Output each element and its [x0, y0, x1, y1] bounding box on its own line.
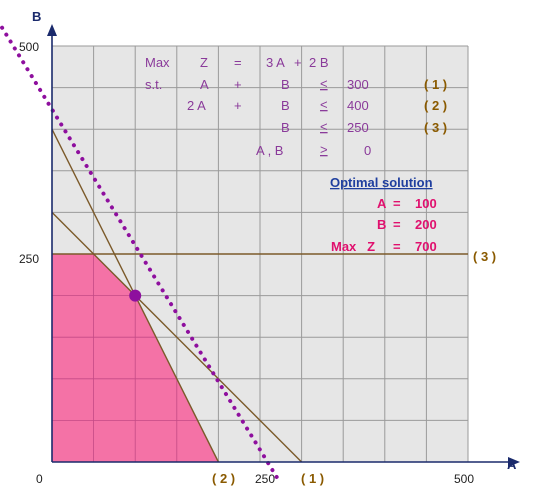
- optimal-point: [129, 289, 142, 302]
- solution-title: Optimal solution: [330, 175, 433, 190]
- model-eq: =: [234, 55, 242, 70]
- model-st: s.t.: [145, 77, 162, 92]
- c2-le: <: [320, 97, 328, 112]
- c1-label: ( 1 ): [424, 77, 447, 92]
- model-z: Z: [200, 55, 208, 70]
- c2-plus: +: [234, 98, 242, 113]
- solution-z-eq: =: [393, 239, 401, 254]
- c3-b: B: [281, 120, 290, 135]
- constraint-label-2-axis: ( 2 ): [212, 471, 235, 486]
- x-axis-arrow: [508, 457, 520, 467]
- model-2b: 2 B: [309, 55, 329, 70]
- grid-over-region: [52, 254, 219, 462]
- constraint-label-1-axis: ( 1 ): [301, 471, 324, 486]
- x-tick-250: 250: [255, 472, 275, 486]
- c3-label: ( 3 ): [424, 120, 447, 135]
- c1-rhs: 300: [347, 77, 369, 92]
- solution-a-label: A: [377, 196, 387, 211]
- y-axis-label: B: [32, 9, 41, 24]
- solution-b-eq: =: [393, 217, 401, 232]
- c1-plus: +: [234, 77, 242, 92]
- model-max: Max: [145, 55, 170, 70]
- y-axis-arrow: [47, 24, 57, 36]
- nonneg-rhs: 0: [364, 143, 371, 158]
- solution-b-value: 200: [415, 217, 437, 232]
- solution-a-eq: =: [393, 196, 401, 211]
- model-3a: 3 A: [266, 55, 285, 70]
- y-tick-250: 250: [19, 252, 39, 266]
- x-tick-500: 500: [454, 472, 474, 486]
- c2-rhs: 400: [347, 98, 369, 113]
- optimal-solution: Optimal solution A = 100 B = 200 Max Z =…: [330, 175, 437, 254]
- objective-line: [0, 25, 279, 479]
- c1-a: A: [200, 77, 209, 92]
- c1-b: B: [281, 77, 290, 92]
- x-axis-label: A: [507, 457, 517, 472]
- origin-tick: 0: [36, 472, 43, 486]
- nonneg-ge: >: [320, 142, 328, 157]
- c1-le: <: [320, 76, 328, 91]
- c2-b: B: [281, 98, 290, 113]
- model-plus: +: [294, 55, 302, 70]
- nonneg-vars: A , B: [256, 143, 283, 158]
- y-tick-500: 500: [19, 40, 39, 54]
- c3-rhs: 250: [347, 120, 369, 135]
- c2-label: ( 2 ): [424, 98, 447, 113]
- model-formulation: Max Z = 3 A + 2 B s.t. A + B < 300 ( 1 )…: [145, 55, 447, 158]
- constraint-label-3-right: ( 3 ): [473, 249, 496, 264]
- solution-b-label: B: [377, 217, 386, 232]
- solution-a-value: 100: [415, 196, 437, 211]
- solution-z-value: 700: [415, 239, 437, 254]
- c3-le: <: [320, 119, 328, 134]
- c2-2a: 2 A: [187, 98, 206, 113]
- solution-z-label: Max Z: [331, 239, 375, 254]
